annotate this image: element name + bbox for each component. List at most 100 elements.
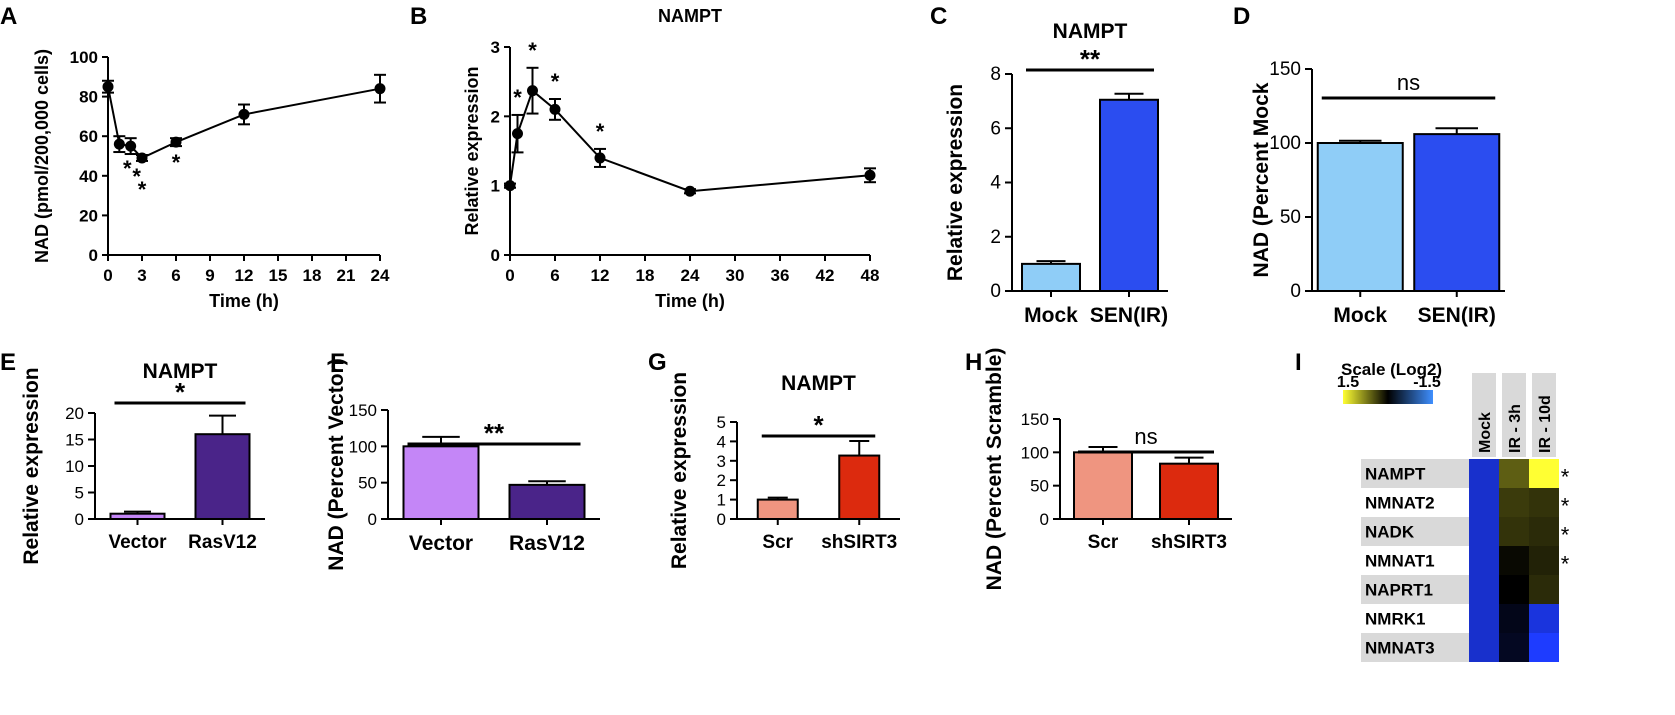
bar <box>1099 98 1159 292</box>
row-label-bg <box>1361 633 1469 662</box>
heatmap-cell <box>1469 459 1499 488</box>
category-label: shSIRT3 <box>1151 532 1227 553</box>
panel-letter-i: I <box>1295 349 1302 376</box>
x-tick-label: 6 <box>550 266 559 285</box>
bar <box>838 454 881 521</box>
panel-letter-g: G <box>648 349 667 376</box>
x-axis-label: Time (h) <box>209 291 279 311</box>
panel-letter-b: B <box>410 3 427 30</box>
significance-label: ** <box>1080 44 1101 74</box>
heatmap-cell <box>1469 488 1499 517</box>
category-label: Mock <box>1333 304 1387 327</box>
panel-letter-c: C <box>930 3 947 30</box>
significance-label: * <box>175 377 186 407</box>
bar <box>756 498 799 521</box>
significance-marker: * <box>1561 523 1570 548</box>
heatmap-cell <box>1469 546 1499 575</box>
row-label: NMNAT2 <box>1365 494 1435 513</box>
heatmap-cell <box>1469 575 1499 604</box>
chart-title: NAMPT <box>1053 20 1128 43</box>
significance-marker: * <box>1561 494 1570 519</box>
heatmap-cell <box>1529 488 1559 517</box>
y-axis-label: Relative expression <box>20 367 43 564</box>
heatmap-cell <box>1529 575 1559 604</box>
x-tick-label: 9 <box>205 266 214 285</box>
y-tick-label: 15 <box>65 431 84 450</box>
panel-letter-h: H <box>965 349 982 376</box>
x-tick-label: 12 <box>235 266 254 285</box>
data-point <box>374 83 386 95</box>
bar <box>508 483 586 521</box>
y-tick-label: 4 <box>990 173 1001 194</box>
y-tick-label: 10 <box>65 457 84 476</box>
y-tick-label: 6 <box>990 118 1001 139</box>
y-axis-label: NAD (Percent Vector) <box>325 358 348 570</box>
heatmap-cell <box>1529 546 1559 575</box>
data-point <box>527 85 538 97</box>
category-label: SEN(IR) <box>1418 304 1496 327</box>
category-label: shSIRT3 <box>821 532 897 553</box>
panel-d-bar-chart: 0 50 100 150 Mock SEN(IR) NAD (Percent Mock ns <box>1250 59 1505 327</box>
y-tick-label: 8 <box>990 64 1001 85</box>
significance-marker: * <box>528 38 537 63</box>
bar <box>1413 133 1501 292</box>
significance-marker: * <box>1561 552 1570 577</box>
panel-c-bar-chart: 0 2 4 6 8 Mock SEN(IR) Relative expression NAMPT… <box>944 20 1168 327</box>
significance-marker: * <box>172 150 181 175</box>
y-tick-label: 50 <box>1280 207 1301 228</box>
y-tick-label: 0 <box>1290 281 1301 302</box>
y-tick-label: 100 <box>1021 443 1049 462</box>
significance-label: * <box>813 410 824 440</box>
panel-letter-d: D <box>1233 3 1250 30</box>
x-tick-label: 21 <box>337 266 356 285</box>
y-tick-label: 20 <box>79 206 98 225</box>
x-tick-label: 36 <box>771 266 790 285</box>
y-tick-label: 2 <box>491 107 500 126</box>
category-label: Vector <box>409 532 473 555</box>
y-tick-label: 50 <box>358 474 377 493</box>
chart-title: NAMPT <box>658 6 722 26</box>
x-tick-label: 18 <box>303 266 322 285</box>
y-tick-label: 0 <box>368 510 377 529</box>
bar <box>194 433 251 521</box>
chart-title: NAMPT <box>781 372 856 395</box>
x-tick-label: 0 <box>505 266 514 285</box>
heatmap-cell <box>1499 546 1529 575</box>
column-header-bg <box>1502 373 1526 457</box>
category-label: Mock <box>1024 304 1078 327</box>
y-tick-label: 3 <box>717 452 726 471</box>
y-tick-label: 0 <box>990 281 1001 302</box>
y-axis-label: Relative expression <box>462 66 482 235</box>
y-axis-label: NAD (pmol/200,000 cells) <box>32 49 52 263</box>
x-tick-label: 24 <box>371 266 390 285</box>
heatmap-cell <box>1499 488 1529 517</box>
heatmap-cell <box>1529 517 1559 546</box>
panel-f-bar-chart: 0 50 100 150 Vector RasV12 NAD (Percent Vector… <box>325 358 600 571</box>
y-tick-label: 0 <box>89 246 98 265</box>
row-label: NAPRT1 <box>1365 581 1433 600</box>
heatmap-cell <box>1499 575 1529 604</box>
significance-label: ** <box>484 418 505 448</box>
bar <box>402 445 480 521</box>
category-label: SEN(IR) <box>1090 304 1168 327</box>
y-tick-label: 4 <box>717 432 726 451</box>
data-point <box>170 136 182 148</box>
data-point <box>102 81 114 93</box>
data-point <box>594 152 606 164</box>
row-label-bg <box>1361 575 1469 604</box>
panel-h-bar-chart: 0 50 100 150 Scr shSIRT3 NAD (Percent Scramble… <box>983 348 1232 590</box>
row-label: NAMPT <box>1365 465 1426 484</box>
row-label: NADK <box>1365 523 1415 542</box>
y-tick-label: 150 <box>349 401 377 420</box>
y-tick-label: 100 <box>349 437 377 456</box>
column-header-bg <box>1472 373 1496 457</box>
panel-letter-e: E <box>0 349 16 376</box>
panel-letter-a: A <box>0 3 17 30</box>
bar <box>109 512 166 521</box>
data-point <box>684 185 696 197</box>
y-tick-label: 1 <box>717 491 726 510</box>
heatmap-cell <box>1529 604 1559 633</box>
significance-marker: * <box>132 164 141 189</box>
